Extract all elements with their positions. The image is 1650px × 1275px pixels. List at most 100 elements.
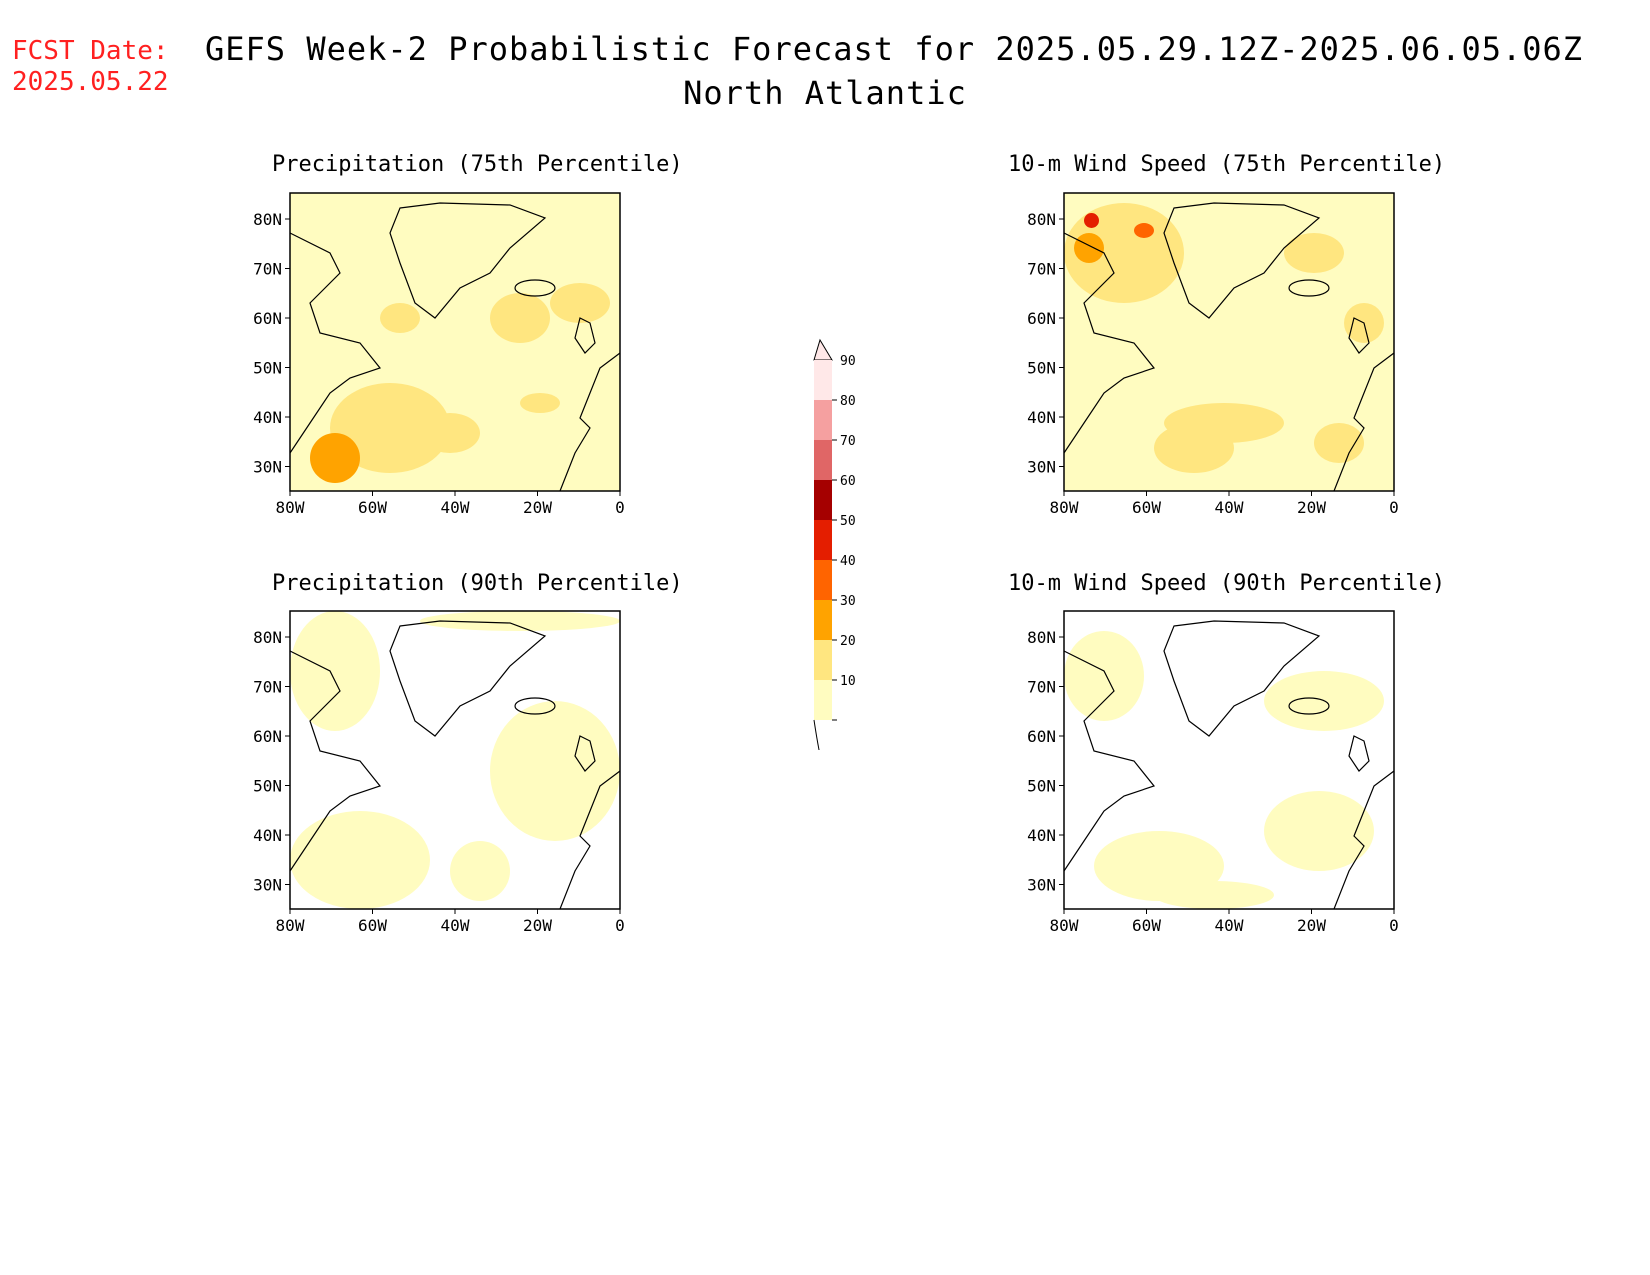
greenland-coast xyxy=(389,202,547,319)
shading-region xyxy=(1264,791,1374,871)
british-isles-coast xyxy=(1348,317,1370,354)
north-america-coast xyxy=(1063,232,1156,454)
lat-tick-label: 40N xyxy=(253,408,282,427)
forecast-date-label: FCST Date: xyxy=(12,36,169,66)
colorbar-tick-label: 90 xyxy=(840,354,856,369)
map-panel-precip75: 80N 70N 60N 50N 40N 30N 80W 60W 40W 20W 0 xyxy=(253,192,625,517)
british-isles-coast xyxy=(574,317,596,354)
europe-africa-coast xyxy=(1333,352,1395,492)
shading-layer xyxy=(290,611,620,909)
colorbar-box xyxy=(814,600,832,640)
lat-tick-label: 60N xyxy=(253,727,282,746)
iceland-coast xyxy=(514,697,556,715)
lat-tick-label: 30N xyxy=(1027,458,1056,477)
lon-tick-label: 40W xyxy=(1215,916,1244,935)
lon-tick-label: 80W xyxy=(276,916,305,935)
lat-tick-label: 50N xyxy=(253,359,282,378)
lat-tick-label: 30N xyxy=(253,458,282,477)
shading-region xyxy=(290,811,430,909)
lat-tick-label: 80N xyxy=(253,628,282,647)
chart-title: GEFS Week-2 Probabilistic Forecast for 2… xyxy=(205,30,1584,68)
colorbar-box xyxy=(814,560,832,600)
colorbar-tick-label: 20 xyxy=(840,634,856,649)
lon-tick-label: 0 xyxy=(1389,916,1399,935)
colorbar-box xyxy=(814,440,832,480)
iceland-coast xyxy=(1288,279,1330,297)
lat-tick-label: 70N xyxy=(1027,678,1056,697)
lat-tick-label: 50N xyxy=(1027,777,1056,796)
north-america-coast xyxy=(289,232,382,454)
shading-region xyxy=(1084,213,1099,228)
north-america-coast xyxy=(289,650,382,872)
colorbar-box xyxy=(814,360,832,400)
shading-layer xyxy=(1064,193,1394,491)
lon-tick-label: 40W xyxy=(1215,498,1244,517)
shading-region xyxy=(330,383,450,473)
shading-region xyxy=(1074,233,1104,263)
coastline-layer xyxy=(289,620,621,910)
shading-region xyxy=(1314,423,1364,463)
lat-tick-label: 60N xyxy=(253,309,282,328)
panel-title-wind90: 10-m Wind Speed (90th Percentile) xyxy=(1008,571,1446,596)
forecast-date-block: FCST Date: 2025.05.22 xyxy=(12,36,169,98)
colorbar-box xyxy=(814,520,832,560)
colorbar: 90 80 70 60 50 40 30 20 10 xyxy=(813,338,856,750)
greenland-coast xyxy=(1163,620,1321,737)
shading-region xyxy=(1154,881,1274,909)
greenland-coast xyxy=(1163,202,1321,319)
panel-title-precip90: Precipitation (90th Percentile) xyxy=(272,571,683,596)
lat-tick-label: 40N xyxy=(1027,408,1056,427)
colorbar-tick-label: 30 xyxy=(840,594,856,609)
shading-region xyxy=(490,701,620,841)
colorbar-tick-label: 40 xyxy=(840,554,856,569)
shading-region xyxy=(310,433,360,483)
forecast-date-value: 2025.05.22 xyxy=(12,67,169,97)
lon-tick-label: 60W xyxy=(358,498,387,517)
lon-tick-label: 20W xyxy=(523,498,552,517)
lat-tick-label: 80N xyxy=(1027,628,1056,647)
shading-region xyxy=(1134,223,1154,238)
shading-region xyxy=(1284,233,1344,273)
lon-tick-label: 80W xyxy=(276,498,305,517)
coastline-layer xyxy=(289,202,621,492)
coastline-layer xyxy=(1063,202,1395,492)
shading-region xyxy=(490,293,550,343)
shading-region xyxy=(450,841,510,901)
region-subtitle: North Atlantic xyxy=(683,74,967,112)
lat-tick-label: 30N xyxy=(253,876,282,895)
lat-tick-label: 50N xyxy=(1027,359,1056,378)
lon-tick-label: 40W xyxy=(441,498,470,517)
lon-tick-label: 20W xyxy=(1297,498,1326,517)
panel-title-precip75: Precipitation (75th Percentile) xyxy=(272,152,683,177)
lat-tick-label: 40N xyxy=(253,826,282,845)
lon-tick-label: 40W xyxy=(441,916,470,935)
europe-africa-coast xyxy=(559,352,621,492)
shading-region xyxy=(1064,631,1144,721)
shading-region xyxy=(290,611,380,731)
lat-tick-label: 70N xyxy=(253,260,282,279)
lat-tick-label: 60N xyxy=(1027,309,1056,328)
map-panel-wind90: 80N 70N 60N 50N 40N 30N 80W 60W 40W 20W 0 xyxy=(1027,610,1399,935)
colorbar-tick-label: 10 xyxy=(840,674,856,689)
lat-tick-label: 80N xyxy=(253,210,282,229)
british-isles-coast xyxy=(1348,735,1370,772)
colorbar-box xyxy=(814,640,832,680)
lat-tick-label: 60N xyxy=(1027,727,1056,746)
colorbar-tick-label: 70 xyxy=(840,434,856,449)
lat-tick-label: 50N xyxy=(253,777,282,796)
shading-region xyxy=(1164,403,1284,443)
lon-tick-label: 20W xyxy=(523,916,552,935)
shading-region xyxy=(520,393,560,413)
europe-africa-coast xyxy=(1333,770,1395,910)
lat-tick-label: 70N xyxy=(253,678,282,697)
lon-tick-label: 80W xyxy=(1050,916,1079,935)
british-isles-coast xyxy=(574,735,596,772)
lon-tick-label: 0 xyxy=(615,498,625,517)
shading-region xyxy=(1064,203,1184,303)
greenland-coast xyxy=(389,620,547,737)
map-panel-wind75: 80N 70N 60N 50N 40N 30N 80W 60W 40W 20W 0 xyxy=(1027,192,1399,517)
lon-tick-label: 60W xyxy=(1132,916,1161,935)
shading-region xyxy=(420,413,480,453)
lat-tick-label: 40N xyxy=(1027,826,1056,845)
europe-africa-coast xyxy=(559,770,621,910)
